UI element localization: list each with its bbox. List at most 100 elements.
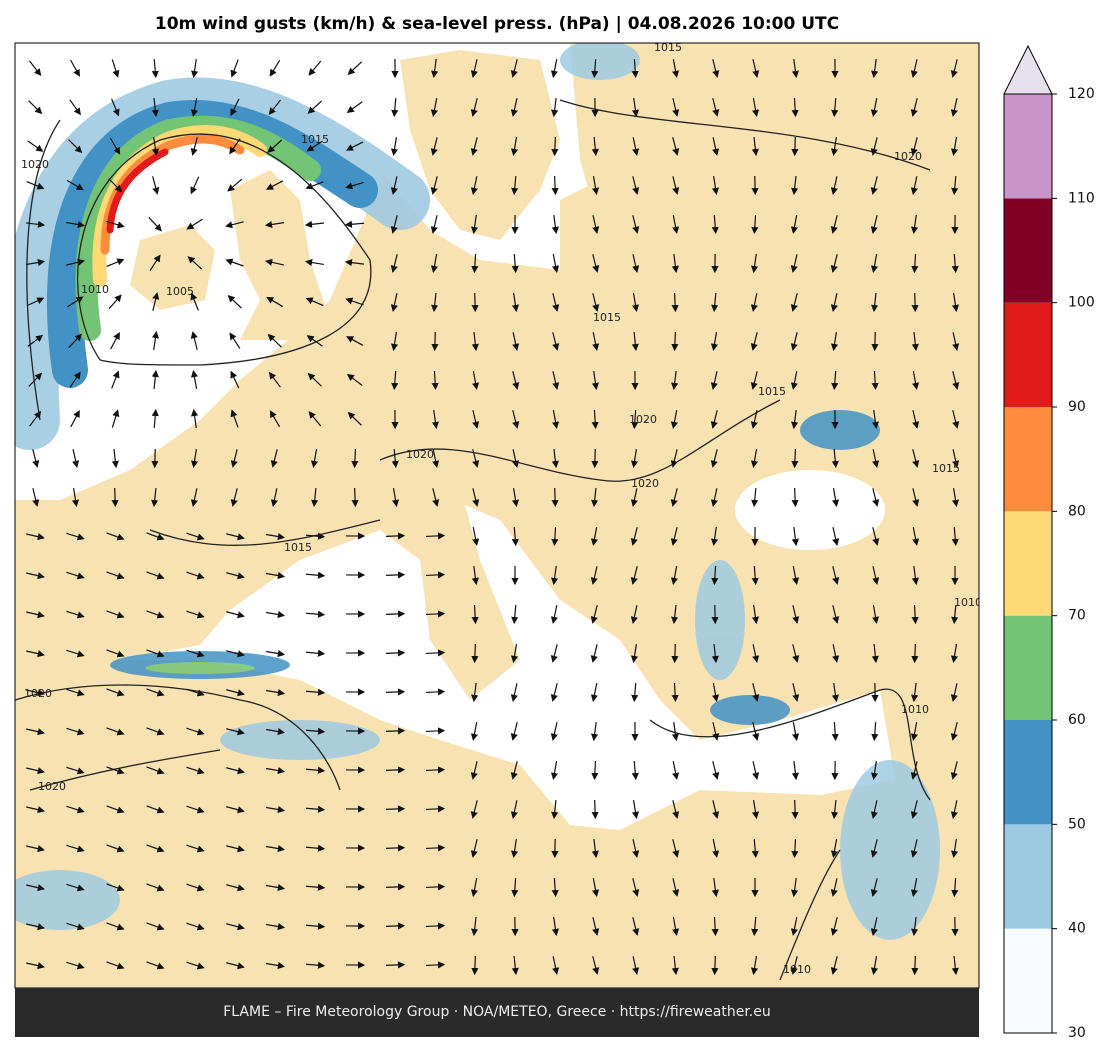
- wind-arrow: [551, 448, 559, 469]
- wind-arrow: [872, 449, 880, 468]
- wind-arrow: [711, 643, 719, 664]
- wind-arrow: [830, 878, 838, 897]
- wind-arrow: [430, 215, 438, 234]
- wind-arrow: [266, 571, 286, 580]
- wind-arrow: [830, 332, 839, 352]
- contour-label: 1020: [629, 413, 657, 426]
- contour-label: 1010: [81, 283, 109, 296]
- wind-arrow: [671, 292, 679, 313]
- wind-arrow: [632, 254, 640, 273]
- wind-arrow: [226, 923, 245, 931]
- wind-arrow: [151, 369, 159, 390]
- wind-arrow: [511, 877, 519, 898]
- wind-arrow: [911, 604, 919, 625]
- wind-arrow: [425, 844, 446, 852]
- wind-arrow: [146, 883, 165, 892]
- wind-arrow: [190, 98, 198, 118]
- wind-arrow: [871, 292, 879, 313]
- wind-arrow: [670, 488, 678, 507]
- wind-arrow: [551, 97, 559, 118]
- wind-arrow: [106, 532, 125, 541]
- wind-arrow: [590, 566, 598, 585]
- wind-arrow: [26, 611, 45, 619]
- wind-arrow: [671, 682, 679, 703]
- wind-arrow: [672, 761, 680, 780]
- wind-arrow: [591, 409, 599, 430]
- wind-arrow: [551, 877, 559, 898]
- wind-arrow: [385, 688, 406, 696]
- wind-arrow: [592, 332, 600, 351]
- wind-arrow: [791, 97, 799, 118]
- wind-arrow: [871, 643, 879, 664]
- wind-arrow: [106, 961, 125, 970]
- wind-arrow: [751, 605, 760, 625]
- wind-arrow: [346, 336, 364, 346]
- wind-arrow: [470, 800, 478, 819]
- wind-arrow: [552, 332, 560, 351]
- wind-arrow: [911, 215, 919, 235]
- wind-arrow: [911, 253, 919, 274]
- wind-arrow: [751, 214, 759, 235]
- wind-arrow: [792, 605, 800, 624]
- wind-arrow: [512, 332, 520, 351]
- wind-arrows: [25, 58, 960, 976]
- wind-arrow: [346, 373, 363, 386]
- wind-arrow: [712, 98, 720, 117]
- wind-arrow: [26, 845, 45, 853]
- wind-arrow: [951, 253, 959, 274]
- wind-arrow: [190, 369, 199, 389]
- wind-arrow: [266, 610, 286, 619]
- wind-arrow: [310, 449, 319, 469]
- wind-arrow: [790, 293, 798, 312]
- wind-arrow: [631, 800, 640, 820]
- wind-arrow: [710, 332, 719, 352]
- wind-arrow: [146, 688, 165, 697]
- wind-arrow: [831, 448, 839, 469]
- contour-label: 1010: [954, 596, 982, 609]
- wind-arrow: [552, 254, 560, 274]
- wind-arrow: [430, 176, 438, 195]
- wind-arrow: [430, 254, 438, 274]
- wind-arrow: [872, 527, 880, 546]
- wind-arrow: [146, 532, 165, 541]
- wind-arrow: [750, 371, 758, 390]
- wind-arrow: [230, 488, 238, 507]
- wind-arrow: [751, 565, 759, 586]
- wind-arrow: [266, 727, 286, 736]
- wind-arrow: [711, 683, 720, 703]
- wind-arrow: [510, 722, 518, 741]
- wind-arrow: [28, 100, 43, 115]
- wind-arrow: [151, 330, 160, 350]
- wind-arrow: [391, 370, 399, 391]
- colorbar-tick-label: 100: [1068, 295, 1095, 311]
- wind-arrow: [870, 761, 879, 781]
- wind-arrow: [111, 487, 119, 508]
- wind-arrow: [552, 293, 560, 312]
- colorbar-bin: [1004, 198, 1052, 303]
- wind-arrow: [511, 955, 519, 976]
- wind-arrow: [66, 571, 85, 580]
- wind-arrow: [390, 254, 398, 273]
- wind-arrow: [146, 727, 165, 736]
- wind-arrow: [672, 215, 680, 235]
- wind-arrow: [830, 215, 838, 234]
- ireland: [130, 225, 215, 310]
- wind-arrow: [186, 922, 205, 931]
- wind-arrow: [26, 806, 45, 814]
- wind-arrow: [26, 181, 45, 190]
- wind-arrow: [425, 532, 446, 540]
- wind-arrow: [268, 371, 281, 388]
- wind-arrow: [266, 805, 286, 814]
- wind-arrow: [431, 58, 439, 79]
- contour-label: 1015: [654, 41, 682, 54]
- wind-arrow: [670, 527, 678, 546]
- wind-arrow: [186, 805, 205, 814]
- wind-arrow: [267, 333, 282, 348]
- wind-arrow: [750, 449, 759, 469]
- wind-arrow: [305, 297, 324, 307]
- wind-arrow: [471, 215, 479, 235]
- wind-arrow: [347, 61, 362, 75]
- isobars: [15, 99, 931, 981]
- wind-arrow: [27, 140, 44, 152]
- wind-arrow: [347, 411, 362, 426]
